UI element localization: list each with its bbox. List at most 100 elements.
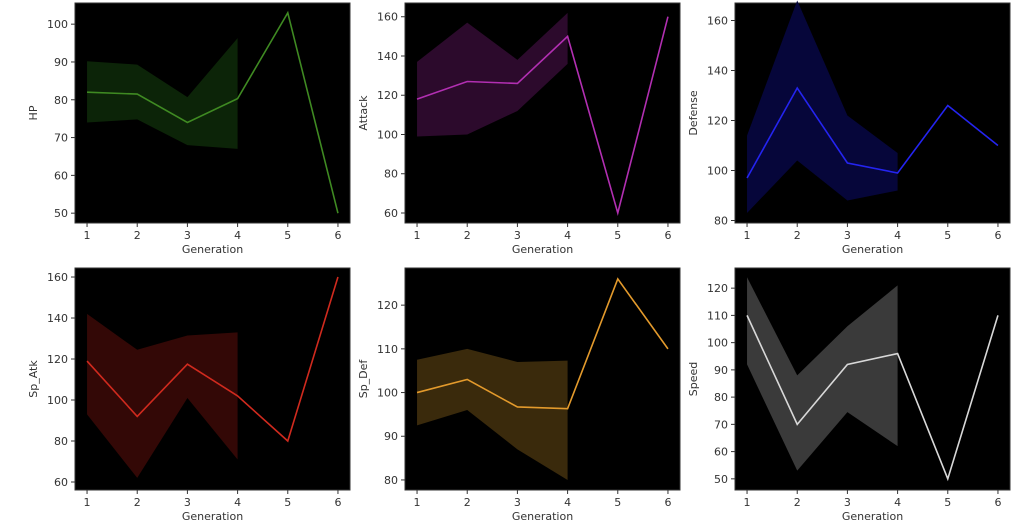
y-tick-label: 160 <box>707 15 728 28</box>
x-tick-label: 5 <box>944 229 951 242</box>
y-tick-label: 120 <box>47 353 68 366</box>
x-tick-label: 3 <box>184 496 191 509</box>
y-tick-label: 80 <box>714 391 728 404</box>
confidence-band <box>747 277 898 471</box>
x-tick-label: 2 <box>464 229 471 242</box>
y-tick-label: 100 <box>377 128 398 141</box>
y-axis-label: Sp_Atk <box>27 360 40 398</box>
x-tick-label: 5 <box>944 496 951 509</box>
y-tick-label: 100 <box>47 18 68 31</box>
y-tick-label: 140 <box>47 312 68 325</box>
x-tick-label: 4 <box>234 229 241 242</box>
x-axis-label: Generation <box>182 243 243 256</box>
x-tick-label: 3 <box>514 496 521 509</box>
x-tick-label: 3 <box>844 496 851 509</box>
y-axis-label: HP <box>27 105 40 120</box>
x-tick-label: 4 <box>564 229 571 242</box>
subplot-attack: 1 2 3 4 5 6 60 80 100 120 140 160 Generation Attack <box>357 2 681 256</box>
x-tick-label: 2 <box>464 496 471 509</box>
y-tick-label: 80 <box>384 168 398 181</box>
y-tick-label: 80 <box>54 94 68 107</box>
y-tick-label: 60 <box>384 207 398 220</box>
series-line <box>746 86 999 179</box>
y-tick-label: 60 <box>54 169 68 182</box>
x-tick-label: 4 <box>894 496 901 509</box>
series-line <box>86 276 339 443</box>
x-tick-label: 1 <box>744 496 751 509</box>
y-tick-label: 60 <box>54 476 68 489</box>
y-tick-label: 160 <box>47 271 68 284</box>
series-line <box>746 315 999 482</box>
x-tick-label: 6 <box>334 229 341 242</box>
x-tick-label: 6 <box>994 496 1001 509</box>
y-tick-label: 100 <box>377 387 398 400</box>
x-tick-label: 2 <box>134 229 141 242</box>
subplot-sp_atk: 1 2 3 4 5 6 60 80 100 120 140 160 Generation Sp_Atk <box>27 267 351 523</box>
y-axis-label: Sp_Def <box>357 359 370 399</box>
confidence-band <box>87 38 238 149</box>
y-axis-label: Speed <box>687 362 700 396</box>
y-tick-label: 120 <box>707 282 728 295</box>
x-tick-label: 4 <box>564 496 571 509</box>
confidence-band <box>417 12 568 137</box>
y-tick-label: 120 <box>377 89 398 102</box>
x-tick-label: 1 <box>414 496 421 509</box>
x-tick-label: 1 <box>414 229 421 242</box>
y-tick-label: 120 <box>707 115 728 128</box>
y-tick-label: 120 <box>377 299 398 312</box>
y-tick-label: 70 <box>714 418 728 431</box>
y-tick-label: 50 <box>714 473 728 486</box>
y-tick-label: 110 <box>377 343 398 356</box>
x-tick-label: 5 <box>284 496 291 509</box>
series-line <box>416 16 669 217</box>
y-tick-label: 90 <box>54 56 68 69</box>
x-axis-label: Generation <box>842 510 903 523</box>
y-tick-label: 100 <box>707 337 728 350</box>
confidence-band <box>747 0 898 213</box>
x-axis-label: Generation <box>842 243 903 256</box>
x-tick-label: 6 <box>334 496 341 509</box>
x-tick-label: 4 <box>234 496 241 509</box>
y-tick-label: 90 <box>384 430 398 443</box>
subplot-sp_def: 1 2 3 4 5 6 80 90 100 110 120 Generation Sp_Def <box>357 267 681 523</box>
y-axis-label: Attack <box>357 95 370 131</box>
y-tick-label: 80 <box>54 435 68 448</box>
x-tick-label: 6 <box>664 229 671 242</box>
subplot-hp: 1 2 3 4 5 6 50 60 70 80 90 100 Generation HP <box>27 2 351 256</box>
x-tick-label: 4 <box>894 229 901 242</box>
x-tick-label: 1 <box>84 496 91 509</box>
confidence-band <box>87 313 238 478</box>
y-tick-label: 160 <box>377 11 398 24</box>
series-line <box>416 277 669 410</box>
subplot-speed: 1 2 3 4 5 6 50 60 70 80 90 100 110 120 Generation Speed <box>687 267 1011 523</box>
y-tick-label: 80 <box>714 215 728 228</box>
y-tick-label: 70 <box>54 132 68 145</box>
y-tick-label: 50 <box>54 207 68 220</box>
x-tick-label: 5 <box>284 229 291 242</box>
x-axis-label: Generation <box>512 510 573 523</box>
x-tick-label: 1 <box>84 229 91 242</box>
x-tick-label: 6 <box>994 229 1001 242</box>
x-axis-label: Generation <box>182 510 243 523</box>
x-tick-label: 2 <box>794 229 801 242</box>
y-tick-label: 100 <box>707 165 728 178</box>
x-tick-label: 3 <box>184 229 191 242</box>
y-axis-label: Defense <box>687 90 700 136</box>
y-tick-label: 100 <box>47 394 68 407</box>
x-tick-label: 1 <box>744 229 751 242</box>
x-tick-label: 6 <box>664 496 671 509</box>
y-tick-label: 110 <box>707 309 728 322</box>
y-tick-label: 140 <box>377 50 398 63</box>
y-tick-label: 60 <box>714 446 728 459</box>
subplot-defense: 1 2 3 4 5 6 80 100 120 140 160 Generation Defense <box>687 0 1011 256</box>
y-tick-label: 80 <box>384 474 398 487</box>
y-tick-label: 90 <box>714 364 728 377</box>
x-tick-label: 5 <box>614 496 621 509</box>
x-tick-label: 3 <box>844 229 851 242</box>
x-tick-label: 2 <box>134 496 141 509</box>
x-tick-label: 2 <box>794 496 801 509</box>
x-tick-label: 3 <box>514 229 521 242</box>
y-tick-label: 140 <box>707 65 728 78</box>
x-tick-label: 5 <box>614 229 621 242</box>
